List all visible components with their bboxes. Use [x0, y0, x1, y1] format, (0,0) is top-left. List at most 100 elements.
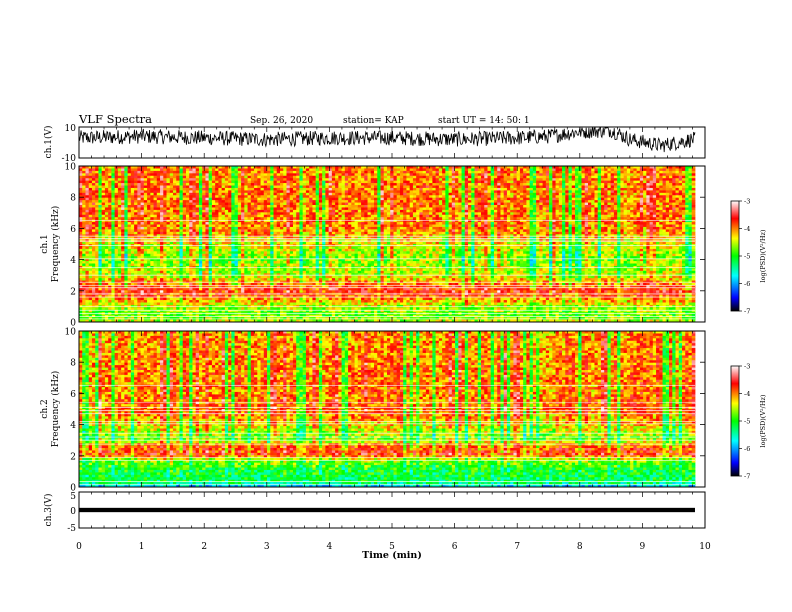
- spectrogram-cell: [286, 234, 291, 238]
- spectrogram-cell: [134, 319, 138, 323]
- spectrogram-cell: [198, 258, 203, 262]
- spectrogram-cell: [192, 278, 197, 281]
- spectrogram-cell: [231, 246, 236, 250]
- spectrogram-cell: [257, 253, 261, 257]
- spectrogram-cell: [260, 166, 265, 169]
- spectrogram-cell: [101, 187, 106, 191]
- spectrogram-cell: [130, 314, 135, 318]
- spectrogram-cell: [88, 253, 93, 257]
- spectrogram-cell: [192, 168, 197, 172]
- spectrogram-cell: [179, 173, 184, 177]
- spectrogram-cell: [296, 263, 300, 267]
- spectrogram-cell: [315, 256, 320, 260]
- spectrogram-cell: [143, 217, 148, 221]
- spectrogram-cell: [176, 275, 180, 279]
- spectrogram-cell: [312, 258, 317, 262]
- spectrogram-cell: [309, 287, 313, 291]
- spectrogram-cell: [82, 261, 86, 264]
- spectrogram-cell: [267, 224, 271, 228]
- spectrogram-cell: [273, 180, 278, 184]
- spectrogram-cell: [208, 231, 213, 235]
- spectrogram-cell: [263, 248, 268, 252]
- spectrogram-cell: [208, 175, 213, 179]
- spectrogram-cell: [250, 224, 255, 228]
- spectrogram-cell: [318, 217, 323, 221]
- spectrogram-cell: [231, 200, 236, 203]
- spectrogram-cell: [208, 248, 213, 252]
- spectrogram-cell: [85, 222, 90, 225]
- spectrogram-cell: [267, 229, 271, 233]
- spectrogram-cell: [296, 278, 300, 281]
- spectrogram-cell: [250, 256, 255, 260]
- spectrogram-cell: [114, 307, 119, 311]
- spectrogram-cell: [202, 285, 206, 289]
- spectrogram-cell: [292, 251, 297, 255]
- spectrogram-cell: [179, 190, 184, 194]
- spectrogram-cell: [231, 190, 236, 194]
- spectrogram-cell: [237, 270, 242, 274]
- spectrogram-cell: [163, 258, 167, 262]
- spectrogram-cell: [169, 200, 174, 203]
- spectrogram-cell: [254, 226, 258, 230]
- spectrogram-cell: [111, 256, 116, 260]
- spectrogram-cell: [312, 248, 317, 252]
- spectrogram-cell: [150, 166, 154, 169]
- spectrogram-cell: [328, 246, 333, 250]
- spectrogram-cell: [318, 166, 323, 169]
- spectrogram-cell: [228, 273, 232, 277]
- spectrogram-cell: [198, 229, 203, 233]
- spectrogram-cell: [176, 173, 180, 177]
- spectrogram-cell: [289, 192, 294, 196]
- spectrogram-cell: [328, 200, 333, 203]
- spectrogram-cell: [111, 231, 116, 235]
- spectrogram-cell: [299, 319, 304, 323]
- spectrogram-cell: [121, 185, 125, 189]
- spectrogram-cell: [215, 285, 219, 289]
- spectrogram-cell: [153, 187, 158, 191]
- spectrogram-cell: [88, 217, 93, 221]
- spectrogram-cell: [283, 302, 287, 306]
- spectrogram-cell: [150, 197, 154, 201]
- spectrogram-cell: [150, 173, 154, 177]
- spectrogram-cell: [237, 170, 242, 174]
- spectrogram-cell: [218, 175, 223, 179]
- spectrogram-cell: [156, 219, 161, 223]
- spectrogram-cell: [296, 300, 300, 303]
- spectrogram-cell: [292, 309, 297, 313]
- spectrogram-cell: [114, 268, 119, 272]
- spectrogram-cell: [137, 302, 141, 306]
- spectrogram-cell: [296, 187, 300, 191]
- spectrogram-cell: [173, 287, 177, 291]
- spectrogram-cell: [163, 226, 167, 230]
- spectrogram-cell: [166, 202, 171, 206]
- spectrogram-cell: [234, 273, 239, 277]
- spectrogram-cell: [312, 234, 317, 238]
- spectrogram-cell: [166, 183, 171, 186]
- spectrogram-cell: [247, 275, 252, 279]
- spectrogram-cell: [224, 195, 229, 199]
- spectrogram-cell: [309, 275, 313, 279]
- spectrogram-cell: [104, 175, 109, 179]
- spectrogram-cell: [292, 278, 297, 281]
- spectrogram-cell: [117, 187, 122, 191]
- spectrogram-cell: [299, 251, 304, 255]
- spectrogram-cell: [160, 195, 164, 199]
- spectrogram-cell: [247, 307, 252, 311]
- spectrogram-cell: [147, 246, 151, 250]
- spectrogram-cell: [117, 222, 122, 225]
- spectrogram-cell: [322, 297, 326, 301]
- spectrogram-cell: [150, 287, 154, 291]
- spectrogram-cell: [104, 173, 109, 177]
- spectrogram-cell: [312, 185, 317, 189]
- spectrogram-cell: [195, 287, 200, 291]
- spectrogram-cell: [250, 205, 255, 208]
- spectrogram-cell: [325, 197, 330, 201]
- spectrogram-cell: [134, 309, 138, 313]
- spectrogram-cell: [143, 258, 148, 262]
- spectrogram-cell: [143, 219, 148, 223]
- spectrogram-cell: [267, 187, 271, 191]
- spectrogram-cell: [192, 224, 197, 228]
- spectrogram-cell: [98, 314, 103, 318]
- spectrogram-cell: [150, 251, 154, 255]
- spectrogram-cell: [228, 256, 232, 260]
